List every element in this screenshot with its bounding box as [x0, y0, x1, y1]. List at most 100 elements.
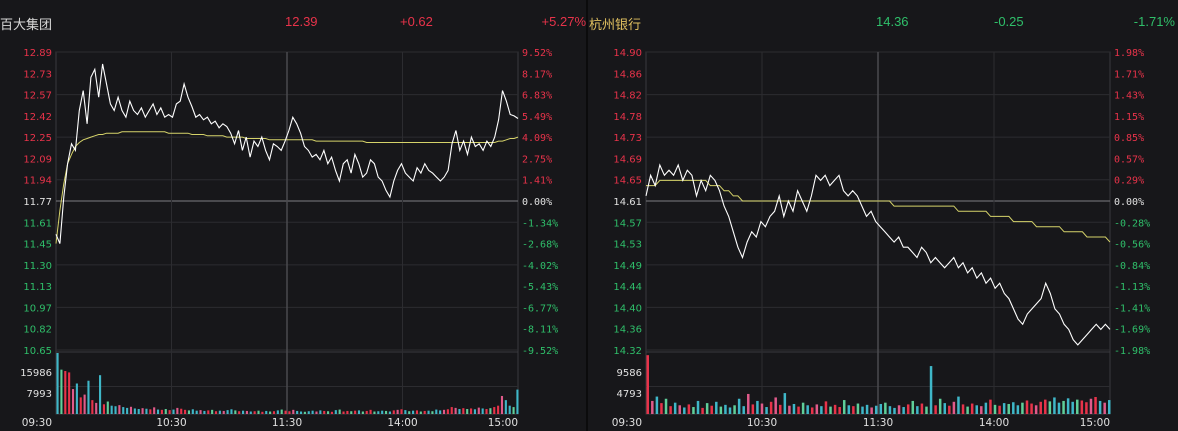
volume-bar	[1085, 402, 1088, 414]
volume-bar	[1107, 400, 1111, 414]
volume-bar	[365, 410, 368, 414]
volume-bar	[1066, 398, 1070, 414]
volume-bar	[384, 410, 388, 414]
volume-bar	[122, 407, 125, 414]
volume-bar	[842, 400, 846, 414]
price-tick-label: 11.61	[23, 218, 52, 229]
volume-bar	[400, 409, 403, 414]
volume-bar	[477, 407, 480, 414]
volume-bar	[191, 409, 194, 414]
volume-bar	[439, 410, 442, 414]
volume-bar	[373, 411, 376, 414]
volume-bar	[724, 404, 727, 414]
volume-bar	[381, 410, 384, 414]
volume-bar	[792, 403, 796, 414]
volume-bar	[660, 403, 663, 414]
volume-tick-label: 7993	[27, 389, 52, 400]
price-change: -0.25	[994, 14, 1024, 29]
volume-bar	[222, 410, 225, 414]
volume-bar	[742, 406, 745, 414]
volume-bar	[473, 409, 476, 414]
pct-tick-label: -6.77%	[522, 303, 558, 314]
stock-name[interactable]: 杭州银行	[589, 17, 642, 32]
volume-bar	[415, 410, 419, 414]
volume-bar	[870, 407, 873, 414]
volume-bar	[431, 411, 434, 414]
intraday-chart[interactable]: 12.89 12.73 12.57 12.42 12.25 12.09 11.94 11.77…	[0, 0, 589, 431]
price-tick-label: 14.73	[613, 133, 642, 144]
volume-bar	[172, 409, 175, 414]
volume-bar	[961, 404, 965, 414]
time-tick-label: 15:00	[488, 417, 518, 429]
volume-bar	[957, 396, 960, 414]
pct-tick-label: -8.11%	[522, 325, 558, 336]
price-change: +0.62	[400, 14, 433, 29]
volume-bar	[106, 401, 109, 414]
stock-name[interactable]: 百大集团	[0, 17, 53, 32]
pct-tick-label: 1.98%	[1114, 48, 1144, 59]
volume-bar	[462, 408, 465, 414]
price-tick-label: 14.90	[613, 48, 642, 59]
volume-bar	[779, 404, 782, 414]
volume-bar	[284, 410, 287, 414]
pct-tick-label: -0.28%	[1114, 218, 1150, 229]
time-tick-label: 14:00	[387, 417, 417, 429]
volume-bar	[701, 407, 704, 414]
volume-bar	[404, 410, 407, 414]
volume-bar	[141, 408, 144, 414]
volume-bar	[829, 406, 832, 414]
volume-bar	[1025, 400, 1029, 414]
volume-bar	[315, 411, 318, 414]
volume-bar	[1044, 399, 1047, 414]
volume-bar	[980, 406, 983, 414]
volume-bar	[211, 409, 214, 414]
price-tick-label: 14.78	[613, 112, 642, 123]
volume-bar	[75, 383, 78, 414]
volume-bar	[110, 405, 113, 414]
volume-bar	[481, 408, 484, 414]
volume-bar	[710, 405, 713, 414]
volume-bar	[276, 410, 279, 414]
price-tick-label: 10.65	[23, 346, 52, 357]
pct-tick-label: -5.43%	[522, 282, 558, 293]
volume-bar	[168, 410, 171, 414]
volume-bar	[1103, 402, 1106, 414]
volume-bar	[346, 410, 349, 414]
volume-bar	[1016, 405, 1020, 414]
volume-bar	[145, 408, 148, 414]
volume-bar	[970, 403, 974, 414]
time-tick-label: 09:30	[612, 417, 642, 429]
volume-bar	[801, 402, 805, 414]
volume-bar	[1094, 397, 1097, 414]
volume-bar	[153, 407, 156, 414]
volume-bar	[354, 410, 357, 414]
volume-bar	[396, 409, 399, 414]
volume-bar	[218, 410, 221, 414]
intraday-chart[interactable]: 14.90 14.86 14.82 14.78 14.73 14.69 14.65 14.61…	[589, 0, 1178, 431]
volume-bar	[669, 406, 672, 414]
time-tick-label: 09:30	[22, 417, 52, 429]
volume-bar	[311, 410, 314, 414]
volume-tick-label: 9586	[617, 368, 642, 379]
volume-bar	[265, 410, 268, 414]
volume-bar	[412, 410, 415, 414]
volume-bar	[338, 409, 341, 414]
volume-bar	[99, 375, 102, 414]
volume-bar	[303, 411, 306, 414]
volume-bar	[83, 394, 86, 414]
volume-bar	[810, 407, 814, 414]
stock-panel-left: 百大集团 12.39 +0.62 +5.27% 12.89 12.73 12.57 1…	[0, 0, 589, 431]
volume-bar	[272, 411, 276, 414]
pct-tick-label: 6.83%	[522, 91, 552, 102]
volume-bar	[261, 411, 264, 414]
pct-tick-label: 0.00%	[522, 197, 552, 208]
volume-bar	[760, 403, 764, 414]
time-tick-label: 11:30	[863, 417, 893, 429]
volume-bar	[446, 409, 449, 414]
volume-bar	[989, 399, 992, 414]
volume-bar	[129, 406, 133, 414]
volume-bar	[504, 400, 507, 414]
volume-bar	[377, 411, 380, 414]
volume-bar	[902, 407, 905, 414]
volume-bar	[126, 407, 129, 414]
